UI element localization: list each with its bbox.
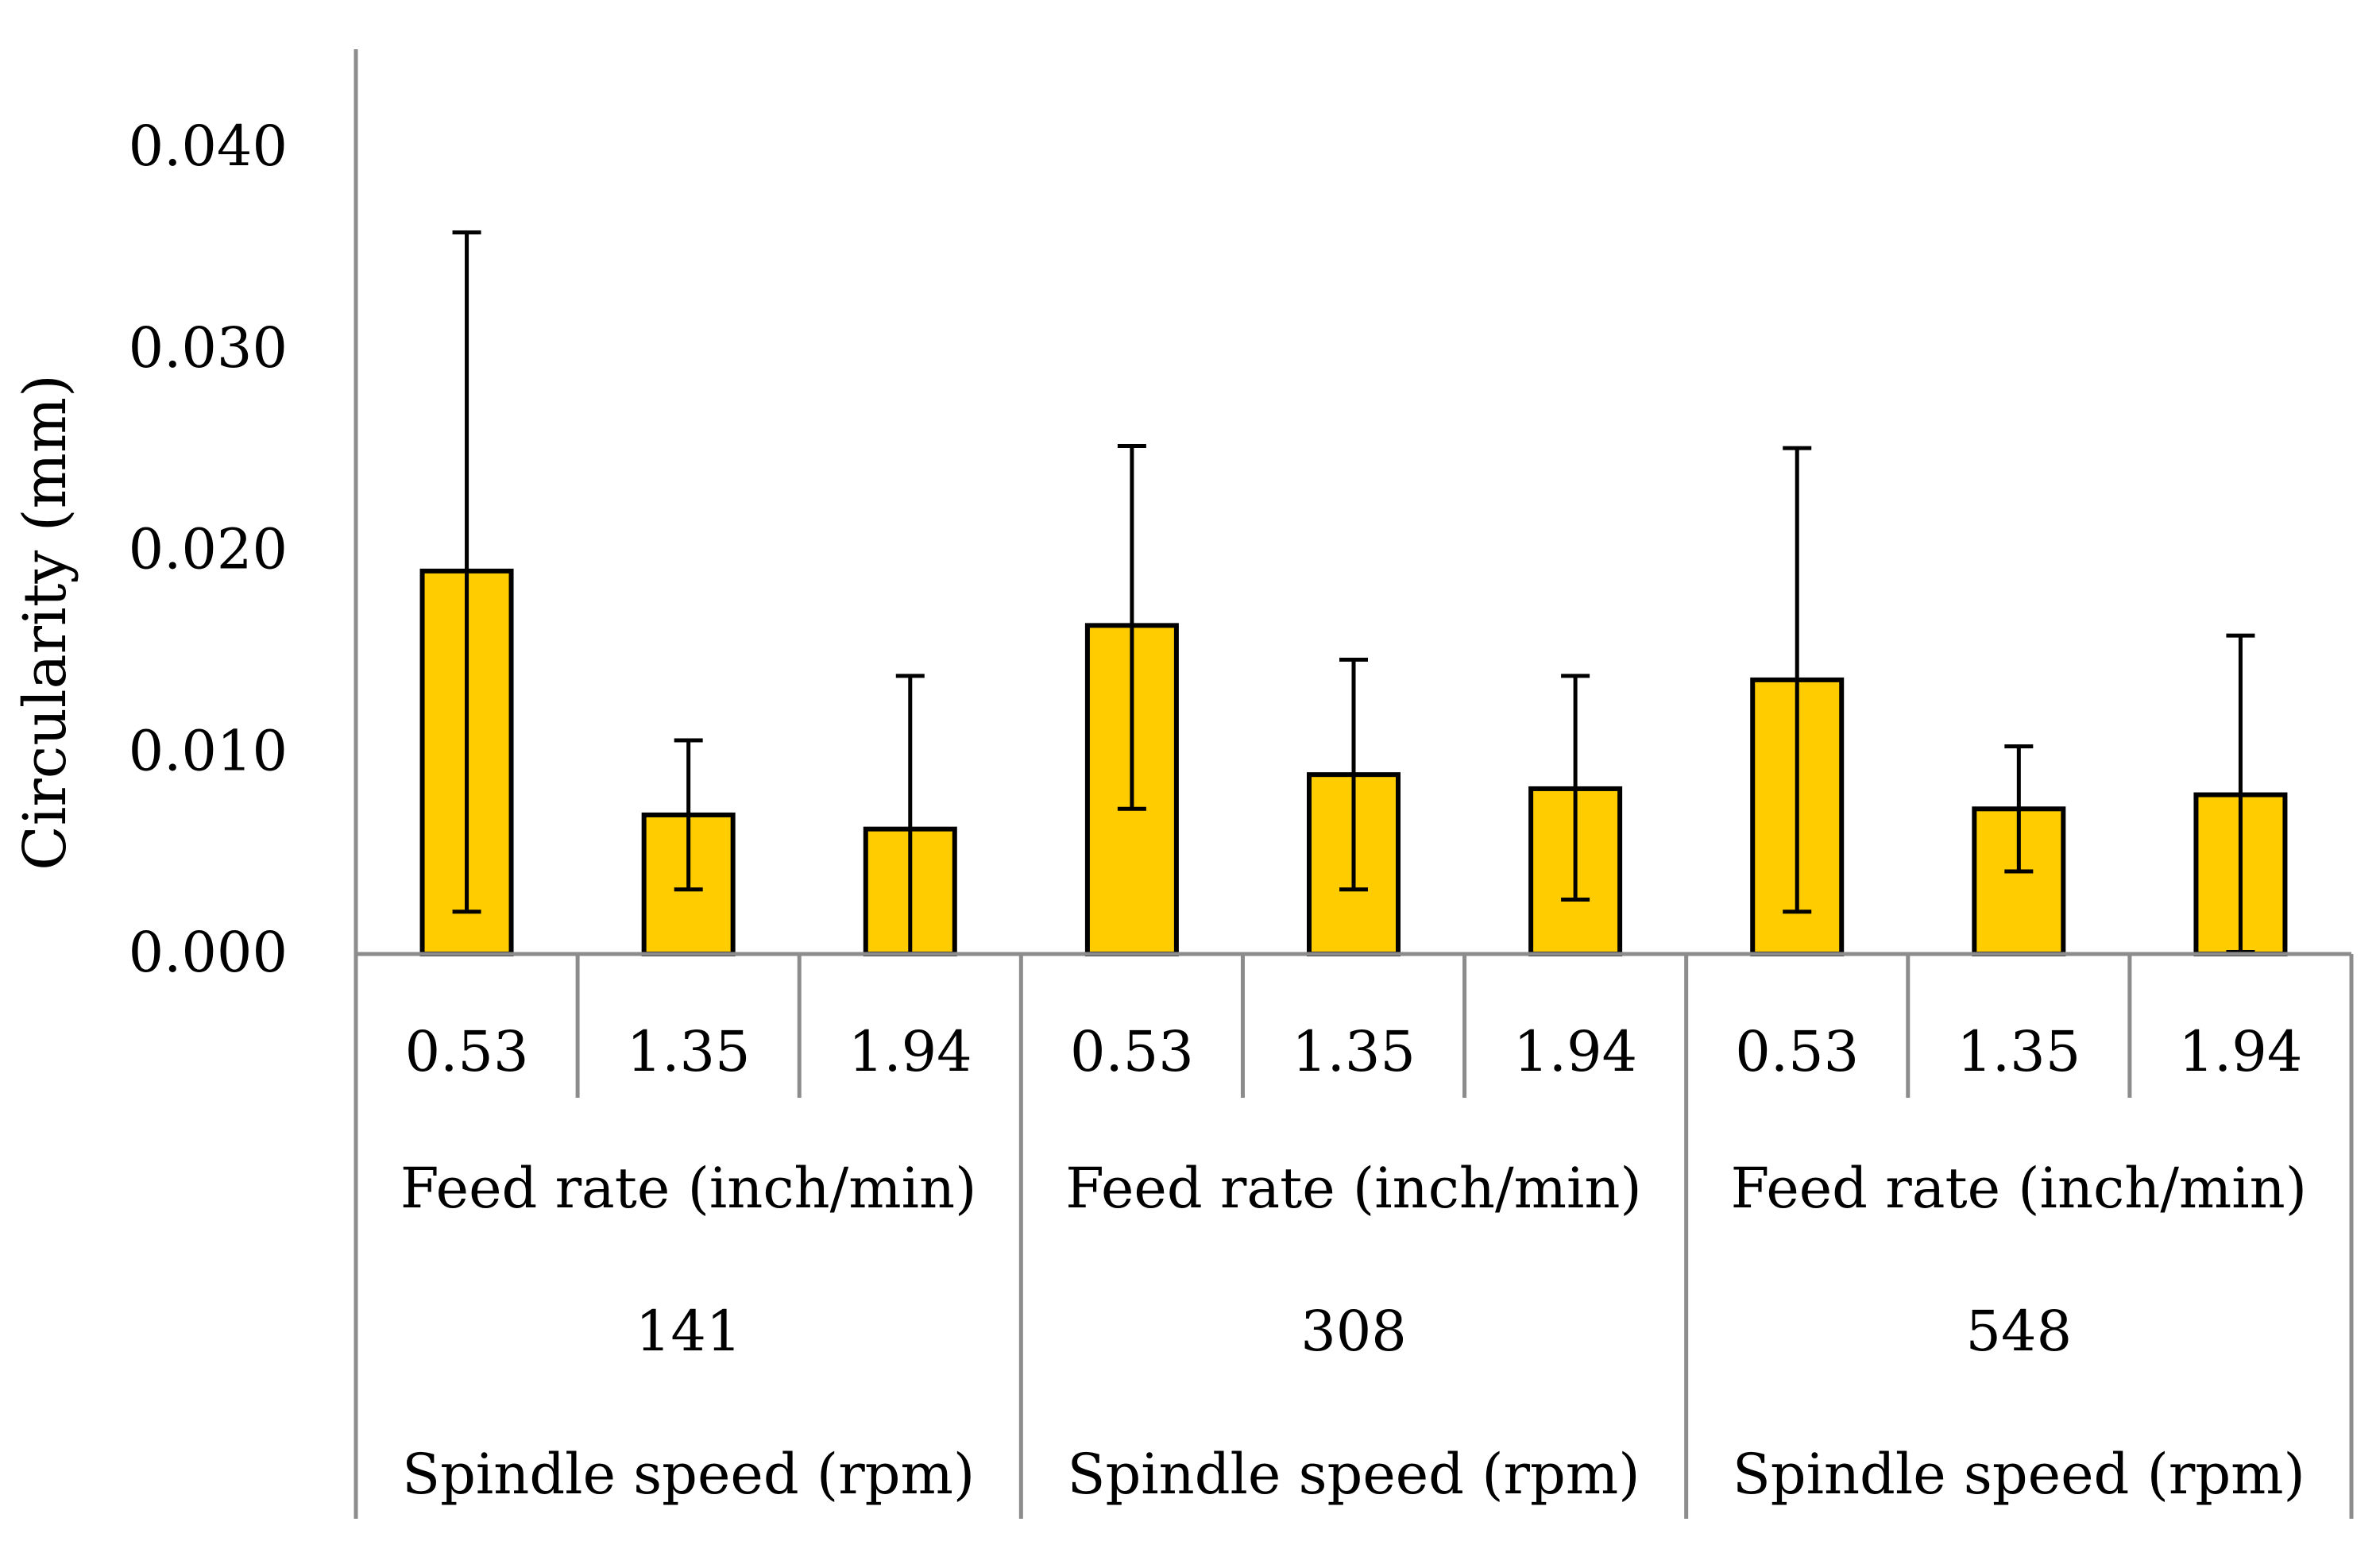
- spindle-speed-value: 308: [1300, 1299, 1407, 1364]
- category-label: 1.35: [1957, 1019, 2081, 1084]
- y-tick-label: 0.040: [129, 114, 288, 179]
- category-label: 1.35: [1292, 1019, 1416, 1084]
- category-label: 0.53: [1070, 1019, 1194, 1084]
- feed-rate-label: Feed rate (inch/min): [1731, 1156, 2307, 1221]
- category-label: 0.53: [405, 1019, 529, 1084]
- spindle-speed-value: 141: [636, 1299, 742, 1364]
- feed-rate-label: Feed rate (inch/min): [1065, 1156, 1641, 1221]
- category-label: 0.53: [1735, 1019, 1859, 1084]
- y-axis-title: Circularity (mm): [11, 374, 79, 871]
- category-label: 1.94: [2179, 1019, 2303, 1084]
- y-tick-label: 0.030: [129, 315, 288, 380]
- spindle-speed-label: Spindle speed (rpm): [402, 1442, 975, 1507]
- feed-rate-label: Feed rate (inch/min): [400, 1156, 976, 1221]
- category-label: 1.94: [1513, 1019, 1637, 1084]
- y-tick-label: 0.000: [129, 920, 288, 985]
- spindle-speed-label: Spindle speed (rpm): [1733, 1442, 2305, 1507]
- y-tick-label: 0.010: [129, 718, 288, 783]
- spindle-speed-label: Spindle speed (rpm): [1067, 1442, 1640, 1507]
- category-label: 1.35: [627, 1019, 751, 1084]
- y-tick-label: 0.020: [129, 517, 288, 582]
- spindle-speed-value: 548: [1966, 1299, 2073, 1364]
- category-label: 1.94: [848, 1019, 972, 1084]
